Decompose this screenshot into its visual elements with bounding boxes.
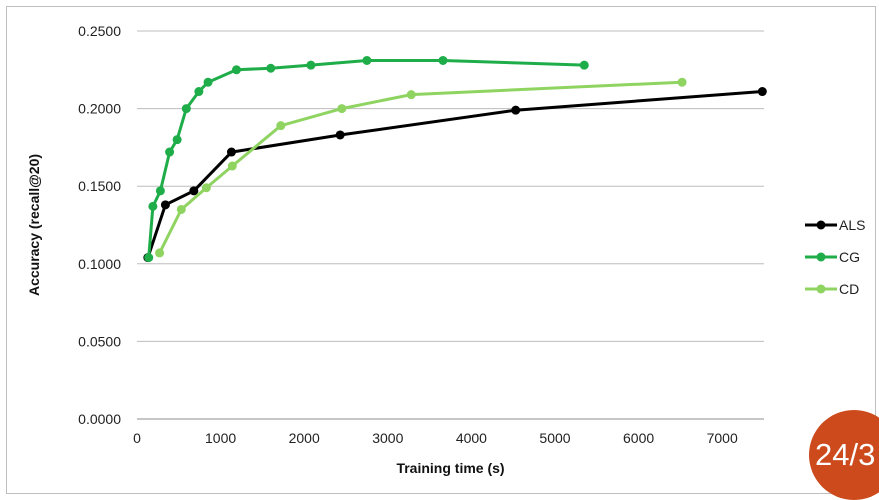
legend-label-als: ALS	[839, 217, 865, 233]
legend-marker-als	[816, 220, 826, 230]
y-axis-title: Accuracy (recall@20)	[26, 154, 42, 296]
data-point-cg	[172, 135, 182, 145]
data-point-cg	[181, 104, 191, 114]
y-tick-label: 0.1000	[78, 256, 121, 272]
x-tick-label: 5000	[539, 430, 570, 446]
x-tick-label: 1000	[205, 430, 236, 446]
y-tick-label: 0.2500	[78, 23, 121, 39]
data-point-cd	[276, 121, 286, 131]
y-tick-label: 0.1500	[78, 178, 121, 194]
data-point-cd	[176, 204, 186, 214]
series-line-cg	[147, 59, 585, 258]
legend-label-cd: CD	[839, 281, 859, 297]
data-point-cg	[306, 60, 316, 70]
y-tick-label: 0.0500	[78, 333, 121, 349]
data-point-cg	[165, 147, 175, 157]
legend-marker-cg	[816, 252, 826, 262]
data-point-cg	[148, 201, 158, 211]
data-point-als	[189, 186, 199, 196]
data-point-cg	[266, 63, 276, 73]
data-point-cd	[155, 248, 165, 258]
x-tick-label: 2000	[289, 430, 320, 446]
chart-frame: 0.0000 0.0500 0.1000 0.1500 0.2000 0.2500 0 100…	[6, 6, 876, 494]
y-tick-label: 0.2000	[78, 101, 121, 117]
x-tick-label: 0	[133, 430, 141, 446]
data-point-cg	[231, 65, 241, 75]
data-point-cd	[337, 104, 347, 114]
data-point-cg	[194, 87, 204, 97]
data-point-cd	[201, 183, 211, 193]
x-tick-label: 4000	[456, 430, 487, 446]
data-point-cg	[155, 186, 165, 196]
data-point-cg	[579, 60, 589, 70]
x-axis-title: Training time (s)	[396, 460, 504, 476]
data-point-als	[335, 130, 345, 140]
legend-label-cg: CG	[839, 249, 860, 265]
data-point-cg	[438, 55, 448, 65]
data-point-cg	[203, 77, 213, 87]
x-tick-label: 3000	[372, 430, 403, 446]
slide-number-badge: 24/3	[809, 410, 879, 500]
legend-marker-cd	[816, 284, 826, 294]
x-tick-label: 7000	[707, 430, 738, 446]
data-point-cg	[144, 253, 154, 263]
chart-svg: 0.0000 0.0500 0.1000 0.1500 0.2000 0.2500 0 100…	[26, 23, 865, 476]
data-point-als	[160, 200, 170, 210]
data-point-als	[226, 147, 236, 157]
series-line-als	[146, 90, 763, 259]
data-point-als	[511, 105, 521, 115]
data-point-cd	[677, 77, 687, 87]
x-tick-label: 6000	[623, 430, 654, 446]
data-point-als	[757, 87, 767, 97]
data-point-cd	[406, 90, 416, 100]
data-point-cd	[227, 161, 237, 171]
series-line-cd	[158, 80, 683, 254]
data-point-cg	[362, 55, 372, 65]
y-tick-label: 0.0000	[78, 411, 121, 427]
